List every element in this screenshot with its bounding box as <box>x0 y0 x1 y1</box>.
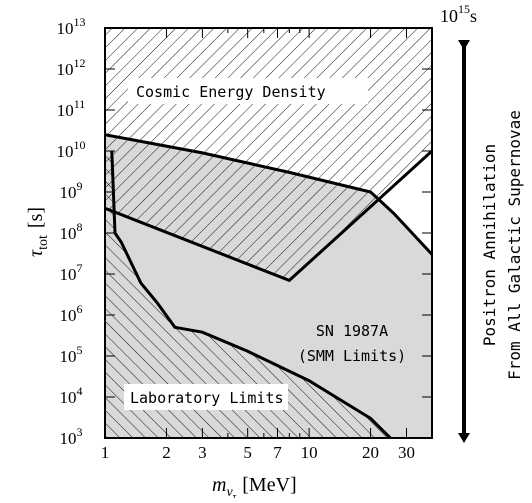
smm-limits-label: (SMM Limits) <box>298 347 406 365</box>
y-tick-label: 1010 <box>57 138 86 161</box>
x-tick-label: 20 <box>362 443 379 462</box>
cosmic-label-background <box>128 78 368 104</box>
x-tick-label: 10 <box>301 443 318 462</box>
arrow-label-unit: s <box>470 6 477 26</box>
y-axis-symbol: τ <box>25 249 47 257</box>
y-axis-title: τtot [s] <box>25 207 51 257</box>
x-axis: 1 2 3 5 7 10 20 30 <box>101 28 433 462</box>
y-axis: 103 104 105 106 107 108 109 1010 1011 1012 1013 <box>57 15 432 448</box>
positron-annihilation-label: Positron Annihilation <box>480 144 499 346</box>
laboratory-limits-label: Laboratory Limits <box>130 389 284 407</box>
laboratory-limits-region <box>105 151 391 438</box>
x-tick-label: 3 <box>198 443 207 462</box>
y-tick-label: 1013 <box>57 15 86 38</box>
x-tick-label: 7 <box>273 443 282 462</box>
y-tick-label: 107 <box>60 261 83 284</box>
x-tick-label: 2 <box>162 443 171 462</box>
range-arrow-label: 1015s <box>440 2 477 26</box>
x-axis-title: mντ [MeV] <box>212 474 297 498</box>
laboratory-limits-boundary <box>110 150 392 438</box>
y-tick-label: 1011 <box>57 97 86 120</box>
y-tick-label: 108 <box>60 220 83 243</box>
x-axis-subsubscript: τ <box>233 492 237 498</box>
x-axis-subscript: ν <box>226 485 233 498</box>
y-tick-label: 1012 <box>57 56 86 79</box>
y-axis-unit: [s] <box>25 207 47 228</box>
sn1987a-boundary <box>105 133 432 256</box>
y-tick-label: 106 <box>60 302 83 325</box>
cosmic-energy-density-boundary <box>105 149 432 283</box>
y-tick-label: 105 <box>60 343 83 366</box>
x-axis-unit: [MeV] <box>242 474 296 496</box>
y-tick-label: 109 <box>60 179 83 202</box>
sn1987a-label: SN 1987A <box>316 322 388 340</box>
galactic-supernovae-label: From All Galactic Supernovae <box>505 110 524 380</box>
laboratory-label-background <box>124 384 288 410</box>
y-tick-label: 104 <box>60 384 83 407</box>
x-tick-label: 1 <box>101 443 110 462</box>
arrow-label-exp: 15 <box>458 2 470 16</box>
cosmic-energy-density-label: Cosmic Energy Density <box>136 83 326 101</box>
y-tick-label: 103 <box>60 425 83 448</box>
y-axis-subscript: tot <box>36 235 51 250</box>
x-tick-label: 5 <box>243 443 252 462</box>
arrow-label-base: 10 <box>440 6 458 26</box>
x-axis-symbol: m <box>212 474 226 496</box>
x-tick-label: 30 <box>398 443 415 462</box>
